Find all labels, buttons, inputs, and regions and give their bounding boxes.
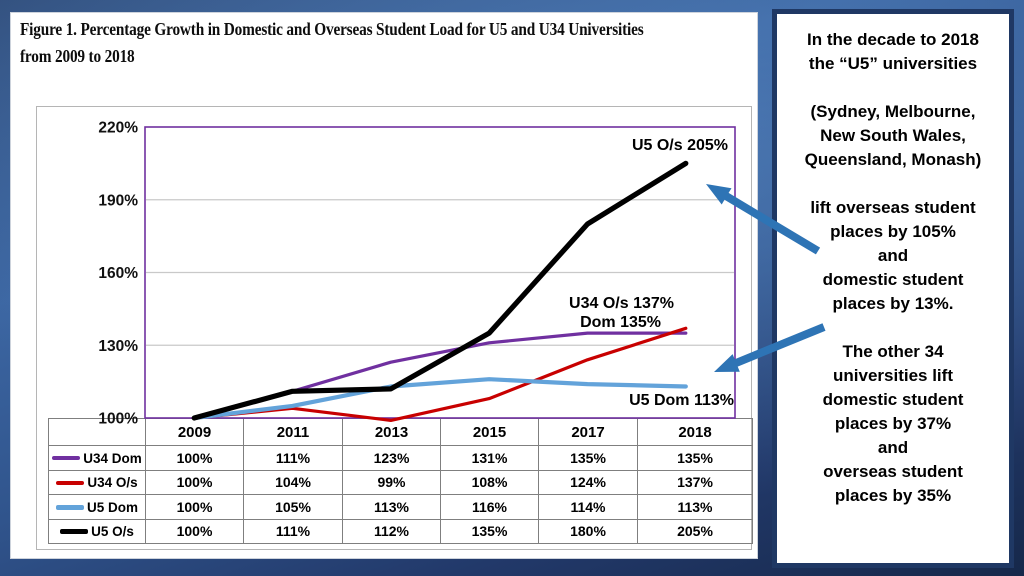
- callout-line: universities lift: [833, 366, 953, 385]
- callout-line: the “U5” universities: [808, 54, 978, 73]
- legend-swatch-u5-o-s: [60, 529, 89, 535]
- legend-label-u34-o-s: U34 O/s: [87, 475, 138, 491]
- callout-line: lift overseas student: [810, 198, 976, 217]
- value-cell-u5-dom: 113%: [342, 494, 441, 520]
- table-row-u34-dom: U34 Dom 100% 111% 123% 131% 135% 135%: [48, 445, 753, 471]
- callout-line: and: [877, 438, 909, 457]
- callout-line: In the decade to 2018: [807, 30, 979, 49]
- value-cell-u5-o-s: 112%: [342, 518, 441, 544]
- callout-paragraph-2: (Sydney, Melbourne, New South Wales, Queen…: [783, 100, 1003, 172]
- value-cell-u5-dom: 114%: [538, 494, 638, 520]
- year-header-2017: 2017: [538, 418, 638, 446]
- value-cell-u34-o-s: 104%: [243, 469, 343, 495]
- year-header-2015: 2015: [440, 418, 539, 446]
- legend-cell-u34-dom: U34 Dom: [48, 445, 146, 471]
- callout-line: places by 13%.: [832, 294, 954, 313]
- year-header-2011: 2011: [243, 418, 343, 446]
- callout-line: Queensland, Monash): [804, 150, 982, 169]
- value-cell-u5-o-s: 111%: [243, 518, 343, 544]
- table-row-u5-o-s: U5 O/s 100% 111% 112% 135% 180% 205%: [48, 518, 753, 544]
- legend-swatch-u34-o-s: [56, 480, 85, 485]
- value-cell-u34-dom: 111%: [243, 445, 343, 471]
- callout-line: domestic student: [822, 390, 964, 409]
- value-cell-u5-o-s: 100%: [145, 518, 244, 544]
- legend-cell-u5-o-s: U5 O/s: [48, 518, 146, 544]
- callout-line: The other 34: [842, 342, 944, 361]
- figure-title-line-1: Figure 1. Percentage Growth in Domestic …: [20, 19, 644, 39]
- callout-paragraph-3: lift overseas student places by 105% and do…: [783, 196, 1003, 316]
- callout-line: (Sydney, Melbourne,: [810, 102, 976, 121]
- year-header-2009: 2009: [145, 418, 244, 446]
- value-cell-u34-dom: 123%: [342, 445, 441, 471]
- value-cell-u5-o-s: 180%: [538, 518, 638, 544]
- table-row-u34-o-s: U34 O/s 100% 104% 99% 108% 124% 137%: [48, 469, 753, 495]
- value-cell-u5-dom: 105%: [243, 494, 343, 520]
- legend-cell-u5-dom: U5 Dom: [48, 494, 146, 520]
- value-cell-u34-o-s: 99%: [342, 469, 441, 495]
- callout-line: places by 35%: [834, 486, 952, 505]
- callout-line: New South Wales,: [820, 126, 966, 145]
- value-cell-u34-o-s: 124%: [538, 469, 638, 495]
- chart-data-table: 2009 2011 2013 2015 2017 2018 U34 Dom 100% 111% 1…: [48, 418, 753, 544]
- value-cell-u5-dom: 100%: [145, 494, 244, 520]
- legend-cell-u34-o-s: U34 O/s: [48, 469, 146, 495]
- table-header-row: 2009 2011 2013 2015 2017 2018: [48, 418, 753, 446]
- value-cell-u34-dom: 131%: [440, 445, 539, 471]
- legend-swatch-u34-dom: [52, 456, 81, 461]
- callout-paragraph-1: In the decade to 2018 the “U5” universiti…: [783, 28, 1003, 76]
- legend-swatch-u5-dom: [55, 504, 84, 510]
- callout-line: places by 37%: [834, 414, 952, 433]
- legend-label-u5-o-s: U5 O/s: [91, 524, 134, 540]
- table-row-u5-dom: U5 Dom 100% 105% 113% 116% 114% 113%: [48, 494, 753, 520]
- value-cell-u5-o-s: 205%: [637, 518, 753, 544]
- legend-label-u34-dom: U34 Dom: [83, 450, 142, 466]
- figure-title: Figure 1. Percentage Growth in Domestic …: [20, 16, 785, 70]
- callout-line: domestic student: [822, 270, 964, 289]
- value-cell-u5-dom: 113%: [637, 494, 753, 520]
- table-corner-blank: [48, 418, 146, 446]
- callout-line: places by 105%: [830, 222, 956, 241]
- value-cell-u34-dom: 135%: [538, 445, 638, 471]
- callout-text: In the decade to 2018 the “U5” universiti…: [777, 28, 1009, 508]
- callout-panel: In the decade to 2018 the “U5” universiti…: [772, 9, 1014, 568]
- value-cell-u34-o-s: 108%: [440, 469, 539, 495]
- callout-line: and: [877, 246, 909, 265]
- value-cell-u34-dom: 100%: [145, 445, 244, 471]
- callout-line: overseas student: [823, 462, 963, 481]
- year-header-2013: 2013: [342, 418, 441, 446]
- year-header-2018: 2018: [637, 418, 753, 446]
- value-cell-u34-o-s: 100%: [145, 469, 244, 495]
- value-cell-u34-o-s: 137%: [637, 469, 753, 495]
- value-cell-u5-o-s: 135%: [440, 518, 539, 544]
- callout-paragraph-4: The other 34 universities lift domestic st…: [783, 340, 1003, 508]
- legend-label-u5-dom: U5 Dom: [86, 499, 138, 515]
- value-cell-u34-dom: 135%: [637, 445, 753, 471]
- value-cell-u5-dom: 116%: [440, 494, 539, 520]
- figure-title-line-2: from 2009 to 2018: [20, 46, 135, 66]
